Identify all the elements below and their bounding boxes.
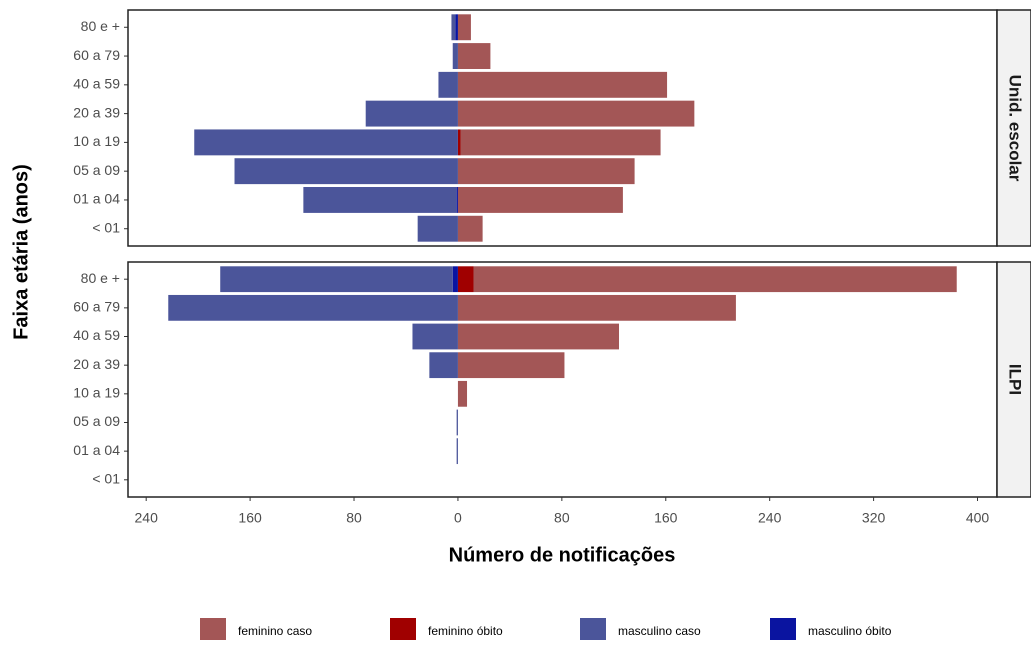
y-tick-label: 10 a 19 — [73, 385, 120, 401]
y-tick-label: 20 a 39 — [73, 356, 120, 372]
x-tick-label: 160 — [654, 510, 678, 526]
bar — [457, 380, 468, 407]
bar — [452, 43, 458, 69]
y-tick-label: 20 a 39 — [73, 104, 120, 120]
strip-label: ILPI — [1006, 364, 1025, 395]
bar — [457, 71, 668, 98]
x-tick-label: 240 — [135, 510, 159, 526]
y-tick-label: 05 a 09 — [73, 162, 120, 178]
x-tick-label: 0 — [454, 510, 462, 526]
bar — [456, 409, 458, 436]
y-tick-label: 01 a 04 — [73, 442, 120, 458]
bar — [457, 294, 736, 321]
bar — [438, 71, 458, 98]
legend-key — [770, 618, 796, 642]
bar — [452, 266, 458, 293]
bar — [234, 158, 458, 185]
bar — [194, 129, 458, 156]
strip-label: Unid. escolar — [1006, 75, 1025, 182]
x-axis-label: Número de notificações — [449, 544, 676, 566]
bar — [455, 14, 458, 41]
bar — [220, 266, 453, 293]
legend-label: feminino caso — [238, 624, 312, 638]
bar — [457, 158, 635, 185]
bar — [457, 14, 471, 41]
y-tick-label: < 01 — [92, 219, 120, 235]
bar — [451, 14, 456, 41]
legend-key — [200, 618, 226, 642]
bar — [457, 129, 461, 156]
legend-label: masculino óbito — [808, 624, 892, 638]
legend-label: feminino óbito — [428, 624, 503, 638]
y-tick-label: 80 e + — [81, 18, 120, 34]
y-tick-label: 05 a 09 — [73, 413, 120, 429]
x-tick-label: 320 — [862, 510, 886, 526]
bar — [457, 323, 620, 350]
y-tick-label: 80 e + — [81, 270, 120, 286]
strip — [996, 261, 1031, 498]
bar — [456, 438, 458, 465]
x-tick-label: 80 — [554, 510, 570, 526]
bar — [168, 294, 458, 321]
y-tick-label: 60 a 79 — [73, 47, 120, 63]
bar — [457, 187, 623, 213]
bar — [365, 100, 458, 127]
y-tick-label: 01 a 04 — [73, 191, 120, 207]
bar — [412, 323, 458, 350]
bar — [429, 352, 458, 379]
y-tick-label: 10 a 19 — [73, 133, 120, 149]
y-tick-label: 60 a 79 — [73, 299, 120, 315]
bar — [473, 266, 957, 293]
y-tick-label: 40 a 59 — [73, 76, 120, 92]
y-axis-label: Faixa etária (anos) — [10, 164, 32, 340]
bar — [417, 215, 458, 242]
bar — [303, 187, 457, 213]
bar — [457, 352, 565, 379]
bar — [457, 43, 491, 69]
legend-key — [580, 618, 606, 642]
x-tick-label: 240 — [758, 510, 782, 526]
x-tick-label: 80 — [346, 510, 362, 526]
x-tick-label: 400 — [966, 510, 990, 526]
bar — [457, 215, 483, 242]
x-tick-label: 160 — [238, 510, 262, 526]
legend-key — [390, 618, 416, 642]
bar — [456, 187, 458, 213]
strip — [996, 9, 1031, 247]
bar — [457, 100, 695, 127]
bar — [457, 266, 474, 293]
bar — [460, 129, 661, 156]
legend-label: masculino caso — [618, 624, 701, 638]
y-tick-label: < 01 — [92, 471, 120, 487]
y-tick-label: 40 a 59 — [73, 327, 120, 343]
